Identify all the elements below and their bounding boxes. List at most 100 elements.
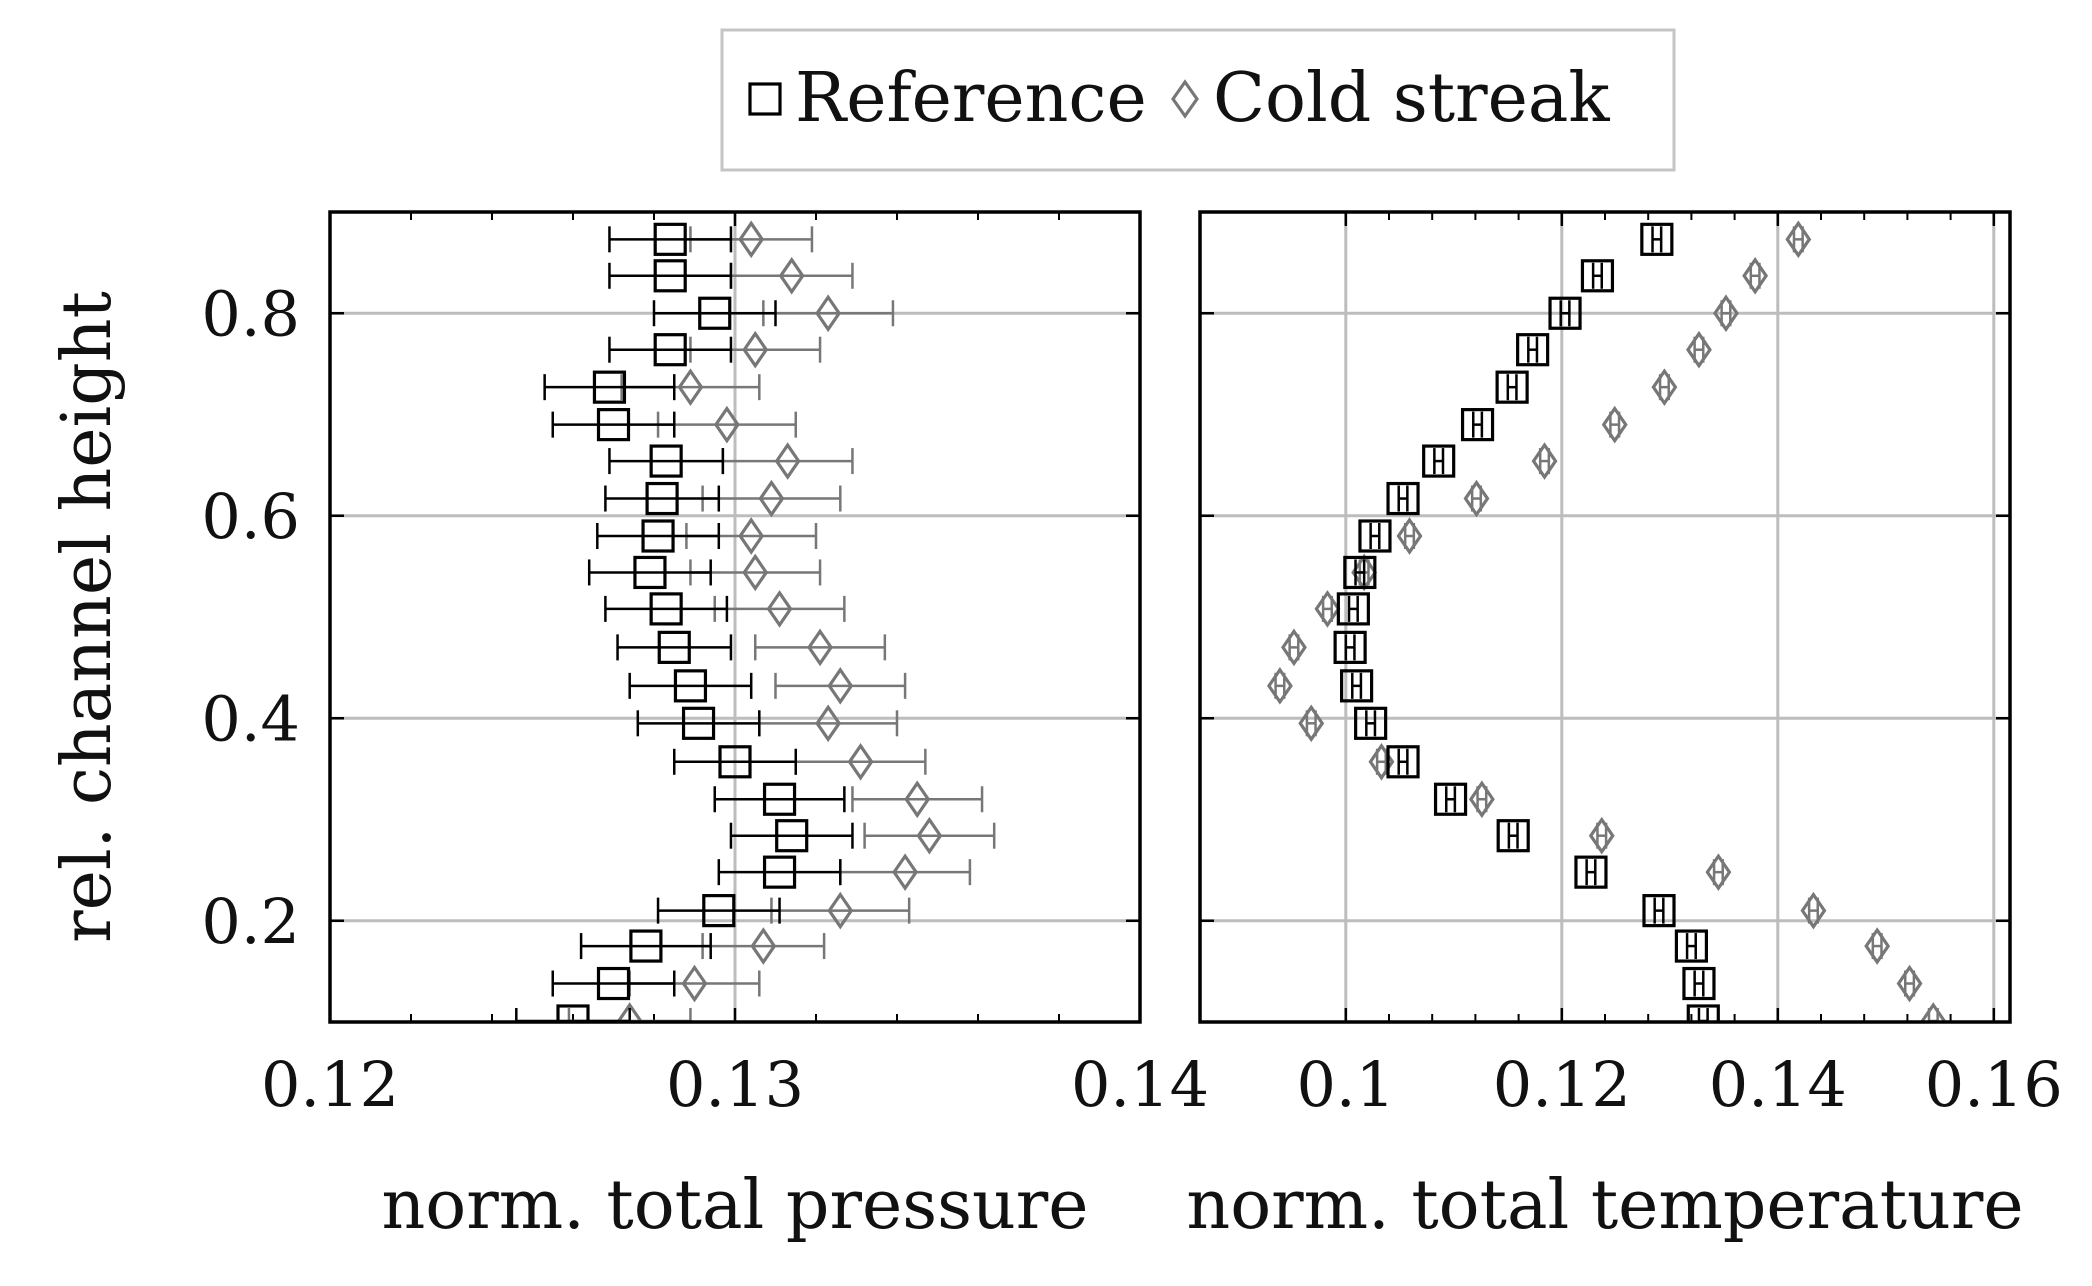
left-reference-point: [656, 894, 781, 928]
legend-label-reference: Reference: [795, 59, 1147, 138]
right-reference-point: [1495, 370, 1529, 404]
y-tick-label-0.8: 0.8: [201, 277, 300, 350]
right-cold-streak-point: [1314, 590, 1341, 628]
right-cold-streak-marker: [1314, 590, 1341, 628]
left-cold-streak-marker: [713, 405, 740, 444]
left-cold-streak-marker: [904, 780, 931, 819]
left-reference-marker: [596, 966, 631, 1001]
right-reference-marker: [1433, 782, 1468, 816]
right-cold-streak-point: [1864, 927, 1891, 965]
left-reference-marker: [641, 519, 675, 553]
right-cold-streak-marker: [1463, 479, 1490, 518]
right-cold-streak-marker: [1800, 891, 1827, 930]
panel-left: 0.12 0.13 0.14 0.2 0.4 0.6 0.8 norm. total pr…: [48, 210, 1209, 1245]
left-reference-marker: [681, 706, 716, 740]
right-x-tick-labels: 0.1 0.12 0.14 0.16: [1296, 1048, 2062, 1121]
left-cold-streak-point: [863, 816, 996, 855]
left-x-axis-title: norm. total pressure: [381, 1166, 1088, 1245]
y-tick-label-0.2: 0.2: [201, 885, 300, 958]
left-reference-point: [551, 408, 676, 442]
right-x-tick-label-0.16: 0.16: [1925, 1048, 2063, 1121]
left-cold-streak-marker: [778, 256, 805, 295]
left-reference-point: [543, 370, 676, 404]
left-reference-marker: [645, 481, 679, 516]
right-reference-marker: [1642, 894, 1676, 928]
right-reference-marker: [1640, 222, 1674, 256]
left-cold-streak-marker: [738, 220, 765, 259]
right-reference-marker: [1460, 408, 1495, 442]
right-reference-marker: [1358, 519, 1392, 553]
right-cold-streak-marker: [1531, 442, 1558, 480]
left-reference-marker: [649, 444, 683, 478]
right-reference-marker: [1339, 669, 1374, 703]
right-cold-streak-marker: [1468, 780, 1495, 819]
right-reference-point: [1336, 592, 1370, 626]
right-reference-point: [1433, 782, 1468, 816]
right-reference-marker: [1580, 259, 1615, 293]
right-cold-streak-marker: [1705, 853, 1732, 891]
left-reference-point: [608, 259, 733, 293]
left-reference-marker: [633, 555, 667, 590]
left-reference-point: [596, 519, 721, 553]
left-reference-marker: [649, 592, 683, 626]
legend-marker-cold-streak: [1171, 79, 1199, 119]
right-cold-streak-point: [1468, 780, 1495, 819]
right-reference-point: [1386, 481, 1420, 516]
left-reference-point: [608, 333, 733, 367]
right-reference-marker: [1516, 333, 1550, 367]
left-cold-streak-marker: [681, 964, 708, 1003]
left-plot-frame: [328, 210, 1142, 1024]
right-cold-streak-marker: [1896, 964, 1923, 1003]
right-reference-marker: [1674, 929, 1709, 963]
right-reference-marker: [1682, 966, 1716, 1001]
right-reference-point: [1422, 444, 1456, 478]
left-reference-marker: [653, 222, 687, 256]
right-reference-point: [1358, 519, 1392, 553]
left-reference-point: [616, 630, 733, 664]
legend-marker-reference: [748, 82, 782, 116]
right-reference-marker: [1386, 745, 1420, 779]
right-reference-point: [1642, 894, 1676, 928]
left-reference-marker: [629, 929, 663, 963]
left-reference-point: [608, 222, 733, 256]
left-reference-marker: [596, 408, 631, 442]
left-reference-marker: [657, 630, 691, 664]
right-reference-marker: [1422, 444, 1456, 478]
right-reference-point: [1674, 929, 1709, 963]
left-x-tick-label-0.14: 0.14: [1071, 1048, 1209, 1121]
left-x-tick-labels: 0.12 0.13 0.14: [261, 1048, 1209, 1121]
left-reference-marker: [718, 745, 752, 779]
right-reference-marker: [1333, 630, 1367, 664]
left-y-tick-labels: 0.2 0.4 0.6 0.8: [201, 277, 300, 958]
left-reference-marker: [762, 782, 797, 816]
right-reference-marker: [1343, 555, 1377, 590]
right-cold-streak-marker: [1396, 517, 1423, 555]
right-x-tick-label-0.14: 0.14: [1709, 1048, 1847, 1121]
left-cold-streak-point: [762, 294, 895, 333]
right-reference-point: [1682, 966, 1716, 1001]
left-cold-streak-point: [729, 256, 854, 295]
left-x-tick-label-0.13: 0.13: [666, 1048, 804, 1121]
right-reference-point: [1333, 630, 1367, 664]
right-gridlines: [1200, 212, 2010, 1022]
right-cold-streak-marker: [1588, 816, 1615, 855]
left-cold-streak-point: [721, 442, 854, 480]
right-cold-streak-marker: [1864, 927, 1891, 965]
right-reference-marker: [1354, 706, 1388, 740]
left-reference-marker: [762, 855, 797, 889]
legend: Reference Cold streak: [720, 28, 1676, 172]
y-axis-title: rel. channel height: [48, 291, 127, 943]
left-cold-streak-marker: [766, 590, 793, 628]
left-reference-marker: [775, 819, 809, 853]
right-reference-point: [1516, 333, 1550, 367]
left-cold-streak-point: [794, 742, 927, 781]
right-cold-streak-marker: [1266, 667, 1293, 705]
right-cold-streak-point: [1266, 667, 1293, 705]
left-cold-streak-marker: [758, 479, 785, 518]
left-cold-streak-point: [774, 667, 907, 705]
right-cold-streak-marker: [1281, 628, 1307, 667]
left-reference-marker: [673, 669, 708, 703]
left-cold-streak-marker: [742, 553, 769, 592]
right-x-tick-label-0.1: 0.1: [1296, 1048, 1395, 1121]
